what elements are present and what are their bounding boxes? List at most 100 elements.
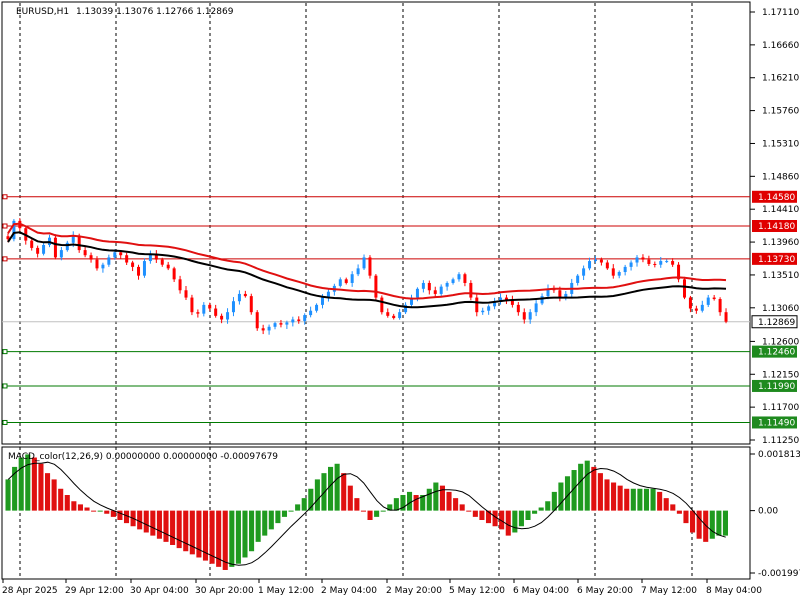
candle-body: [469, 282, 473, 298]
macd-bar: [650, 488, 656, 511]
time-tick-label: 6 May 20:00: [577, 586, 633, 596]
macd-bar: [657, 491, 663, 511]
macd-bar: [25, 454, 31, 511]
candle-body: [77, 235, 81, 251]
macd-bar: [525, 510, 531, 520]
candle-body: [255, 312, 259, 329]
candle-body: [137, 266, 141, 276]
macd-bar: [374, 510, 380, 517]
level-price-tag-label: 1.13730: [758, 255, 795, 265]
macd-bar: [143, 510, 149, 533]
candle-body: [588, 261, 592, 269]
moving-average-red: [7, 222, 727, 300]
candle-body: [487, 306, 491, 311]
macd-bar: [176, 510, 182, 549]
level-line-handle: [2, 383, 8, 389]
candle-body: [214, 308, 218, 316]
candle-body: [285, 322, 289, 325]
candle-body: [593, 259, 597, 262]
macd-bar: [722, 510, 728, 536]
candle-body: [398, 312, 402, 319]
macd-bar: [676, 510, 682, 514]
candle-body: [338, 279, 342, 286]
candle-body: [504, 297, 508, 300]
macd-bar: [104, 510, 110, 514]
candle-body: [53, 237, 57, 258]
candle-body: [546, 288, 550, 297]
candle-body: [653, 263, 657, 265]
macd-bar: [624, 488, 630, 511]
moving-average-black: [7, 231, 727, 309]
level-lines[interactable]: [2, 194, 750, 425]
price-tick-label: 1.14410: [762, 205, 799, 215]
current-price-tag-label: 1.12869: [758, 318, 795, 328]
macd-bar: [255, 510, 261, 542]
candle-body: [433, 290, 437, 294]
candle-body: [131, 262, 135, 267]
candle-body: [421, 282, 425, 289]
chart-header-symbol: EURUSD,H1: [16, 7, 69, 17]
candle-body: [142, 261, 146, 276]
macd-bar: [77, 504, 83, 511]
candle-body: [309, 310, 313, 316]
candle-body: [404, 304, 408, 313]
candle-body: [439, 286, 443, 294]
macd-bar: [38, 463, 44, 511]
candle-body: [599, 259, 603, 263]
macd-panel[interactable]: [1, 446, 751, 580]
price-panel[interactable]: [1, 1, 751, 445]
candle-body: [95, 259, 99, 269]
candle-body: [125, 255, 129, 263]
candle-body: [196, 312, 200, 314]
price-axis: 1.17110 1.16660 1.16210 1.15760 1.15310 1.148…: [750, 8, 799, 446]
time-tick-label: 2 May 04:00: [321, 586, 377, 596]
candle-body: [184, 290, 188, 298]
candle-body: [243, 293, 247, 297]
level-price-tag: [752, 220, 797, 232]
time-tick-label: 1 May 12:00: [258, 586, 314, 596]
macd-bar: [295, 504, 301, 511]
time-tick-label: 30 Apr 04:00: [130, 586, 189, 596]
macd-bar: [591, 466, 597, 511]
macd-bar: [604, 479, 610, 511]
candle-body: [564, 293, 568, 298]
macd-bar: [545, 501, 551, 511]
macd-bar: [156, 510, 162, 539]
candle-body: [71, 235, 75, 243]
macd-bar: [44, 473, 51, 511]
candle-body: [297, 319, 301, 321]
level-price-tag-label: 1.14180: [758, 222, 795, 232]
macd-bar: [328, 466, 334, 511]
candle-body: [362, 257, 366, 269]
time-tick-label: 29 Apr 12:00: [65, 586, 124, 596]
candle-body: [516, 304, 520, 313]
level-price-tags: 1.14580 1.14180 1.13730 1.12460 1.11990 1.114…: [751, 190, 798, 429]
candle-body: [392, 315, 396, 319]
time-tick-label: 8 May 04:00: [706, 586, 762, 596]
level-price-tag: [752, 345, 797, 358]
macd-bar: [505, 510, 511, 536]
time-tick-label: 2 May 20:00: [386, 586, 442, 596]
macd-bar: [597, 473, 603, 511]
macd-bar: [117, 510, 123, 520]
macd-bar: [249, 510, 255, 552]
macd-bar: [485, 510, 492, 524]
candle-body: [688, 297, 692, 309]
candle-body: [166, 264, 170, 269]
macd-bar: [97, 510, 103, 512]
macd-bar: [5, 479, 11, 511]
macd-bar: [321, 473, 327, 511]
macd-bar: [91, 510, 97, 512]
current-price-tag: [751, 315, 798, 329]
candle-body: [119, 252, 123, 256]
macd-bar: [433, 482, 439, 511]
price-tick-label: 1.16660: [762, 41, 799, 51]
candle-body: [30, 240, 34, 248]
candle-body: [665, 261, 669, 263]
candle-body: [677, 264, 681, 280]
macd-bar: [571, 470, 577, 511]
candle-body: [303, 315, 307, 321]
macd-bar: [538, 507, 544, 511]
level-line-handle: [2, 256, 8, 262]
